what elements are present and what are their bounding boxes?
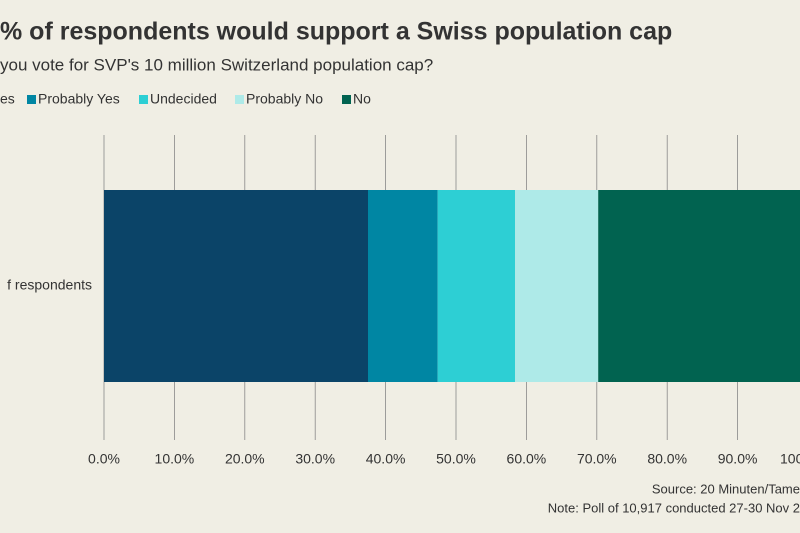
source: Source: 20 Minuten/Tame bbox=[652, 481, 800, 496]
legend-label: Probably Yes bbox=[38, 91, 120, 107]
note: Note: Poll of 10,917 conducted 27-30 Nov… bbox=[548, 500, 800, 515]
legend-label: Probably No bbox=[246, 91, 323, 107]
x-tick-label: 90.0% bbox=[718, 451, 758, 467]
bar-segment bbox=[437, 190, 516, 382]
bar-segment bbox=[368, 190, 438, 382]
x-tick-label: 100 bbox=[780, 451, 800, 467]
bar-segment bbox=[104, 190, 368, 382]
chart-subtitle: you vote for SVP's 10 million Switzerlan… bbox=[0, 55, 433, 74]
legend-swatch bbox=[342, 95, 351, 104]
x-tick-label: 70.0% bbox=[577, 451, 617, 467]
x-tick-label: 30.0% bbox=[295, 451, 335, 467]
y-tick-label: f respondents bbox=[7, 277, 92, 293]
legend-label: No bbox=[353, 91, 371, 107]
legend-label: Undecided bbox=[150, 91, 217, 107]
x-tick-label: 80.0% bbox=[647, 451, 687, 467]
legend-swatch bbox=[27, 95, 36, 104]
x-tick-label: 20.0% bbox=[225, 451, 265, 467]
x-tick-label: 60.0% bbox=[507, 451, 547, 467]
x-tick-label: 10.0% bbox=[155, 451, 195, 467]
bar-segment bbox=[598, 190, 800, 382]
x-tick-label: 50.0% bbox=[436, 451, 476, 467]
x-tick-label: 40.0% bbox=[366, 451, 406, 467]
legend-swatch bbox=[139, 95, 148, 104]
legend-swatch bbox=[235, 95, 244, 104]
legend-label: es bbox=[0, 91, 15, 107]
x-tick-label: 0.0% bbox=[88, 451, 120, 467]
chart-title: % of respondents would support a Swiss p… bbox=[0, 18, 672, 46]
bar-segment bbox=[515, 190, 599, 382]
